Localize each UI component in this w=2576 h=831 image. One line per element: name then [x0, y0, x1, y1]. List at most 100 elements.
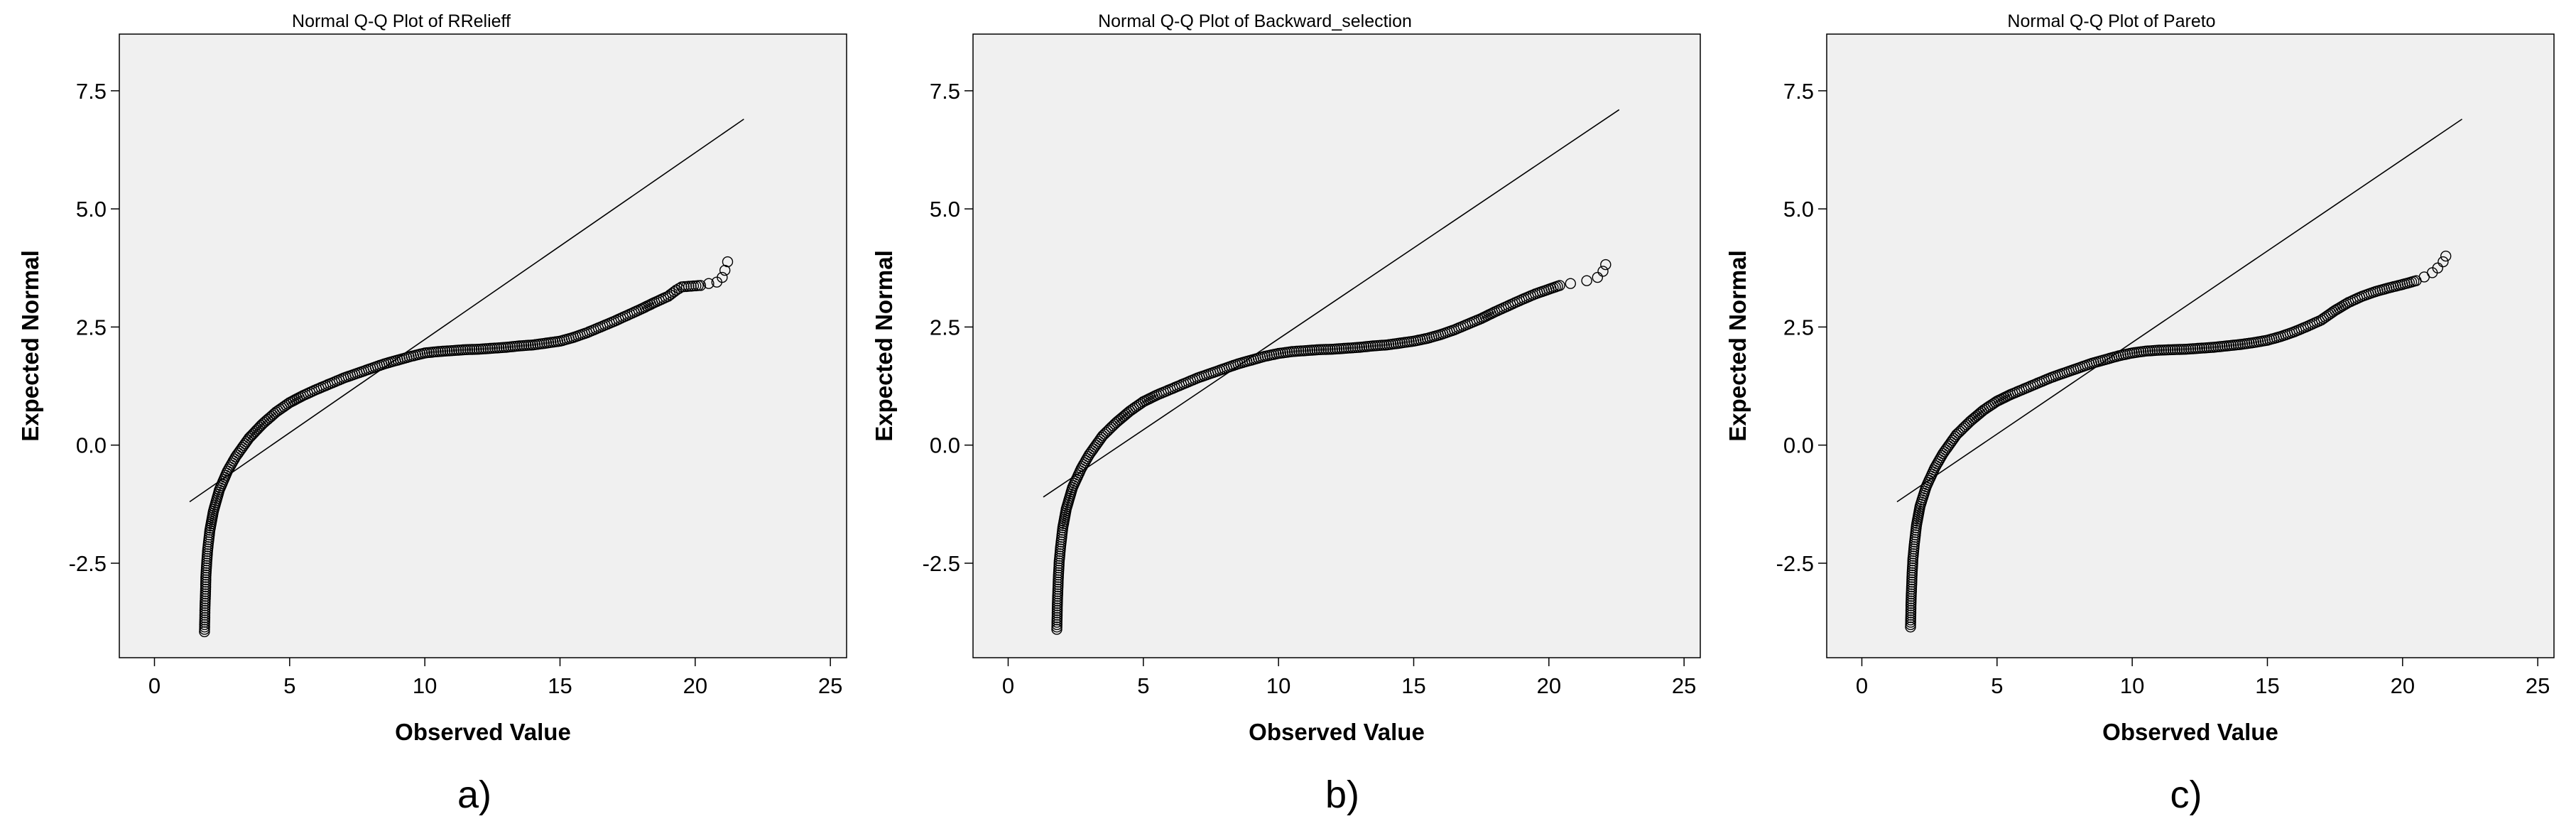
- data-point: [2323, 309, 2335, 320]
- data-point: [231, 449, 243, 461]
- x-tick-label: 10: [2120, 673, 2144, 698]
- data-point: [268, 408, 281, 419]
- data-point: [278, 401, 290, 413]
- y-tick-label: 2.5: [930, 315, 960, 340]
- x-tick-label: 20: [2391, 673, 2415, 698]
- x-tick-label: 20: [683, 673, 707, 698]
- series-points: [199, 256, 734, 638]
- data-point: [1942, 440, 1955, 452]
- chart-panel-2: Normal Q-Q Plot of Backward_selection -2.…: [871, 11, 1701, 816]
- data-point: [719, 264, 731, 276]
- data-point: [1581, 275, 1592, 286]
- data-point: [1089, 441, 1101, 452]
- data-point: [1941, 442, 1953, 454]
- y-tick-label: 7.5: [1783, 79, 1814, 104]
- x-axis-label: Observed Value: [2102, 719, 2278, 745]
- data-point: [1087, 443, 1099, 455]
- data-point: [237, 442, 248, 453]
- reference-line: [189, 119, 744, 503]
- data-point: [1945, 437, 1957, 448]
- data-point: [1093, 435, 1104, 447]
- data-point: [235, 444, 246, 455]
- data-point: [1131, 400, 1143, 411]
- data-point: [1085, 447, 1097, 458]
- y-tick-label: 5.0: [76, 197, 107, 222]
- data-point: [1086, 445, 1098, 457]
- x-tick-label: 10: [413, 673, 437, 698]
- data-point: [2438, 256, 2449, 268]
- panel-label: b): [1325, 773, 1359, 816]
- y-tick-label: 5.0: [930, 197, 960, 222]
- reference-line: [1896, 119, 2463, 503]
- panel-label: a): [457, 773, 491, 816]
- data-point: [1600, 259, 1612, 271]
- x-tick-label: 20: [1537, 673, 1561, 698]
- data-point: [1938, 446, 1950, 457]
- panel-label: c): [2170, 773, 2202, 816]
- x-axis-label: Observed Value: [395, 719, 571, 745]
- y-axis-label: Expected Normal: [17, 250, 43, 442]
- chart-title: Normal Q-Q Plot of RRelieff: [292, 11, 511, 31]
- data-point: [1126, 404, 1138, 416]
- data-point: [1092, 438, 1103, 449]
- y-tick-label: 0.0: [930, 433, 960, 458]
- data-point: [1565, 278, 1577, 289]
- y-tick-label: 2.5: [76, 315, 107, 340]
- data-point: [230, 451, 241, 462]
- data-point: [1554, 280, 1565, 291]
- y-tick-label: 7.5: [930, 79, 960, 104]
- data-point: [2440, 250, 2452, 262]
- x-tick-label: 15: [1401, 673, 1425, 698]
- x-tick-label: 25: [1672, 673, 1696, 698]
- y-tick-label: -2.5: [923, 551, 960, 576]
- x-tick-label: 0: [1002, 673, 1014, 698]
- x-tick-label: 0: [148, 673, 161, 698]
- data-point: [238, 440, 249, 451]
- y-tick-label: -2.5: [1776, 551, 1814, 576]
- data-point: [1944, 438, 1955, 450]
- x-tick-label: 5: [1137, 673, 1149, 698]
- data-point: [1124, 406, 1136, 417]
- data-point: [2432, 262, 2444, 273]
- x-tick-label: 25: [818, 673, 842, 698]
- reference-line: [1043, 109, 1620, 498]
- data-point: [1122, 407, 1134, 418]
- x-tick-label: 25: [2526, 673, 2550, 698]
- series-points: [1051, 259, 1612, 635]
- data-point: [1083, 449, 1095, 460]
- data-point: [239, 438, 251, 450]
- data-point: [1947, 435, 1958, 446]
- data-point: [695, 280, 707, 291]
- chart-title: Normal Q-Q Plot of Backward_selection: [1098, 11, 1412, 31]
- data-point: [1940, 444, 1952, 455]
- data-point: [272, 405, 284, 416]
- data-point: [1090, 440, 1102, 451]
- y-axis-label: Expected Normal: [871, 250, 897, 442]
- chart-panel-1: Normal Q-Q Plot of RRelieff -2.5 0.0 2.5 5.0…: [17, 11, 847, 816]
- data-point: [232, 447, 244, 459]
- data-point: [703, 278, 714, 289]
- data-point: [670, 284, 682, 296]
- chart-title: Normal Q-Q Plot of Pareto: [2007, 11, 2215, 31]
- y-axis-label: Expected Normal: [1724, 250, 1751, 442]
- x-tick-label: 10: [1266, 673, 1290, 698]
- y-tick-label: 0.0: [76, 433, 107, 458]
- chart-panel-3: Normal Q-Q Plot of Pareto -2.5 0.0 2.5 5.0 7.…: [1724, 11, 2555, 816]
- data-point: [2322, 310, 2333, 322]
- x-tick-label: 15: [548, 673, 572, 698]
- x-axis-label: Observed Value: [1249, 719, 1425, 745]
- data-point: [271, 406, 282, 418]
- series-points: [1905, 250, 2452, 633]
- data-point: [1937, 448, 1949, 460]
- data-point: [1597, 266, 1609, 277]
- data-point: [1976, 406, 1988, 418]
- y-tick-label: 7.5: [76, 79, 107, 104]
- x-tick-label: 5: [1991, 673, 2003, 698]
- x-tick-label: 0: [1856, 673, 1868, 698]
- data-point: [722, 256, 734, 268]
- data-point: [1592, 271, 1604, 283]
- y-tick-label: 0.0: [1783, 433, 1814, 458]
- x-tick-label: 15: [2255, 673, 2279, 698]
- data-point: [2320, 311, 2331, 323]
